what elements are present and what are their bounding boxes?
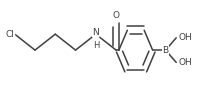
Text: N: N xyxy=(92,28,99,37)
Text: O: O xyxy=(113,11,120,20)
Text: B: B xyxy=(162,46,168,55)
Text: OH: OH xyxy=(178,58,192,67)
Text: OH: OH xyxy=(178,33,192,42)
Text: Cl: Cl xyxy=(6,30,15,39)
Text: H: H xyxy=(93,41,99,50)
